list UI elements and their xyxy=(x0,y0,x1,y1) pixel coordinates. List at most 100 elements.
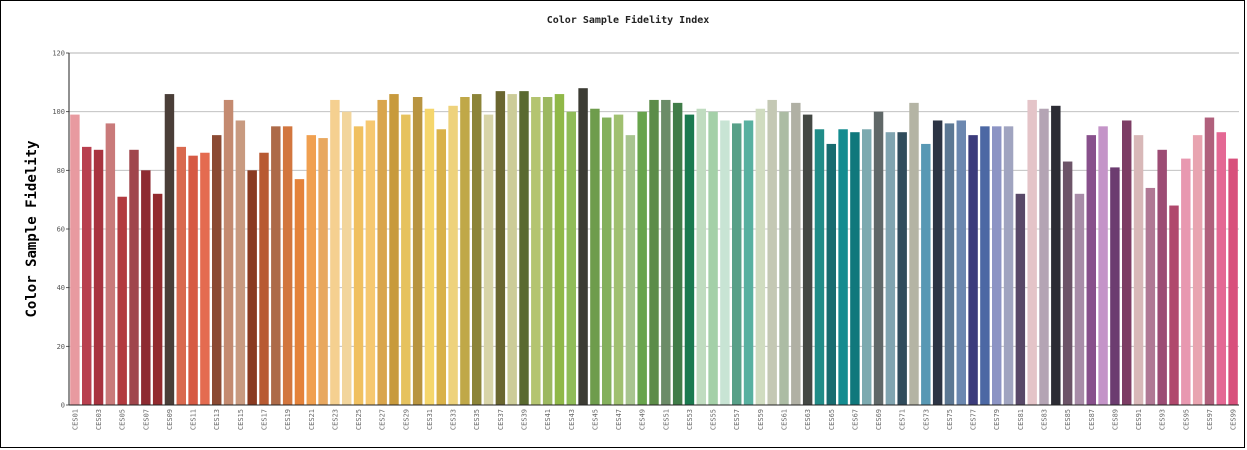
x-tick-label: CES61 xyxy=(781,409,789,430)
bar-ces67 xyxy=(850,132,860,405)
bar-ces01 xyxy=(70,114,80,405)
x-tick-label: CES13 xyxy=(213,409,221,430)
x-tick-label: CES85 xyxy=(1064,409,1072,430)
bar-ces38 xyxy=(507,94,517,405)
bar-ces18 xyxy=(271,126,281,405)
x-tick-label: CES17 xyxy=(261,409,269,430)
x-tick-label: CES77 xyxy=(970,409,978,430)
x-tick-label: CES97 xyxy=(1206,409,1214,430)
bar-ces16 xyxy=(247,170,257,405)
bar-ces24 xyxy=(342,111,352,406)
bar-ces70 xyxy=(885,132,896,405)
bar-ces35 xyxy=(472,94,482,405)
x-tick-label: CES89 xyxy=(1111,409,1119,430)
bar-ces12 xyxy=(200,152,210,405)
bar-ces97 xyxy=(1204,117,1215,405)
x-tick-label: CES01 xyxy=(71,409,79,430)
chart-title: Color Sample Fidelity Index xyxy=(547,14,710,26)
x-tick-label: CES21 xyxy=(308,409,316,430)
bar-ces94 xyxy=(1169,205,1179,405)
bar-ces72 xyxy=(909,102,919,406)
bar-ces90 xyxy=(1122,120,1132,405)
bar-ces41 xyxy=(542,97,553,405)
bar-ces26 xyxy=(365,120,376,405)
bar-ces33 xyxy=(448,105,458,406)
x-tick-label: CES43 xyxy=(568,409,576,430)
y-tick-label: 20 xyxy=(57,343,65,351)
bar-ces95 xyxy=(1181,158,1191,405)
bar-ces13 xyxy=(212,135,222,405)
bar-ces32 xyxy=(436,129,446,405)
x-tick-label: CES79 xyxy=(993,409,1001,430)
bar-ces80 xyxy=(1003,126,1014,405)
bar-ces83 xyxy=(1039,108,1049,405)
bar-ces93 xyxy=(1157,149,1167,405)
bar-ces74 xyxy=(932,120,943,405)
bar-ces45 xyxy=(590,108,600,405)
bar-ces76 xyxy=(956,120,966,405)
x-tick-label: CES65 xyxy=(828,409,836,430)
x-tick-label: CES71 xyxy=(899,409,907,430)
x-tick-label: CES07 xyxy=(142,409,150,430)
bar-ces20 xyxy=(294,179,305,405)
bar-ces63 xyxy=(802,114,813,405)
y-tick-label: 80 xyxy=(57,167,65,175)
x-tick-label: CES93 xyxy=(1159,409,1167,430)
bar-ces99 xyxy=(1228,158,1238,405)
bar-ces96 xyxy=(1192,135,1203,405)
bar-ces17 xyxy=(259,152,269,405)
x-tick-label: CES25 xyxy=(355,409,363,430)
bar-ces34 xyxy=(460,97,470,405)
bar-ces10 xyxy=(176,146,186,405)
bar-ces54 xyxy=(696,108,706,405)
bars xyxy=(70,88,1238,406)
bar-ces42 xyxy=(554,94,565,405)
x-tick-label: CES19 xyxy=(284,409,292,430)
bar-ces04 xyxy=(105,123,116,406)
y-tick-label: 100 xyxy=(52,108,65,116)
bar-ces08 xyxy=(152,193,163,405)
bar-ces92 xyxy=(1145,187,1156,405)
x-tick-label: CES03 xyxy=(95,409,103,430)
x-tick-label: CES99 xyxy=(1230,409,1238,430)
bar-ces48 xyxy=(625,135,636,405)
bar-ces78 xyxy=(980,126,990,405)
x-tick-label: CES11 xyxy=(190,409,198,430)
x-tick-label: CES31 xyxy=(426,409,434,430)
bar-ces36 xyxy=(483,114,494,405)
x-tick-label: CES57 xyxy=(733,409,741,430)
x-tick-label: CES83 xyxy=(1041,409,1049,430)
x-tick-labels: CES01 CES03 CES05 CES07 CES09 CES11 CES13 CES15… xyxy=(71,409,1237,430)
bar-ces59 xyxy=(755,108,766,405)
bar-ces37 xyxy=(495,91,506,405)
x-tick-label: CES75 xyxy=(946,409,954,430)
bar-ces11 xyxy=(188,155,198,405)
bar-ces27 xyxy=(377,99,387,406)
y-tick-label: 0 xyxy=(61,402,65,410)
bar-ces65 xyxy=(826,143,836,405)
x-tick-label: CES27 xyxy=(379,409,387,430)
bar-ces60 xyxy=(767,99,777,406)
bar-ces25 xyxy=(353,126,364,405)
x-tick-label: CES95 xyxy=(1182,409,1190,430)
bar-ces73 xyxy=(921,143,931,405)
bar-ces39 xyxy=(519,91,529,405)
x-tick-label: CES05 xyxy=(119,409,127,430)
x-tick-label: CES63 xyxy=(804,409,812,430)
bar-ces22 xyxy=(318,138,328,405)
bar-ces75 xyxy=(944,123,955,406)
bar-ces88 xyxy=(1098,126,1108,405)
bar-ces31 xyxy=(424,108,435,405)
bar-ces23 xyxy=(330,99,340,406)
x-tick-label: CES41 xyxy=(544,409,552,430)
x-tick-label: CES33 xyxy=(450,409,458,430)
bar-ces56 xyxy=(720,120,730,405)
bar-ces85 xyxy=(1062,161,1073,405)
x-tick-label: CES51 xyxy=(662,409,670,430)
bar-ces86 xyxy=(1074,193,1085,405)
x-tick-label: CES91 xyxy=(1135,409,1143,430)
bar-ces98 xyxy=(1216,132,1226,405)
bar-ces09 xyxy=(164,94,175,405)
bar-ces02 xyxy=(82,146,92,405)
